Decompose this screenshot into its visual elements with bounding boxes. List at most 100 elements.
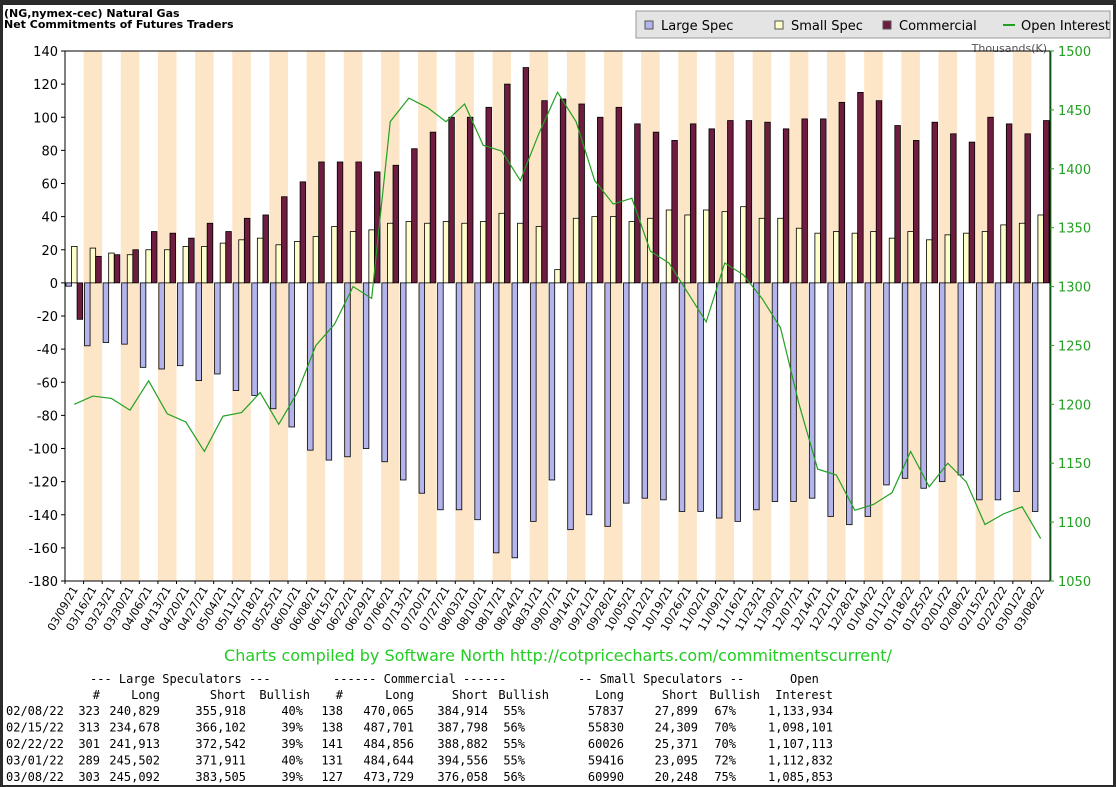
bar [920,282,927,489]
y-tick-label: 100 [33,111,58,126]
bar [318,161,325,284]
bar [182,246,189,284]
table-cell: 27,899 [655,704,698,718]
bar [65,282,72,287]
bar [530,282,537,522]
bar [987,116,994,284]
bar [256,237,264,284]
y-tick-label: -180 [28,575,58,590]
y2-tick-label: 1450 [1058,104,1091,119]
bar [838,101,846,284]
table-group: -- Small Speculators -- [578,672,744,686]
table-header: Long [595,688,624,702]
table-cell: 56% [503,721,525,735]
bar [95,255,102,284]
bar [597,116,604,284]
table-cell: 40% [281,754,303,768]
bar [84,282,91,347]
bar [623,282,630,504]
table-cell: 127 [321,770,343,784]
bar [1005,123,1013,284]
stripe [232,51,251,581]
table-cell: 55% [503,704,525,718]
bar [108,252,115,284]
bar [219,242,227,284]
y2-tick-label: 1250 [1058,339,1091,354]
table-cell: 323 [78,704,100,718]
bar [145,249,152,284]
table-cell: 02/15/22 [6,721,64,735]
table-header: Short [210,688,246,702]
bar [344,282,351,458]
table-header: Long [385,688,414,702]
table-cell: 388,882 [437,737,488,751]
y-tick-label: -160 [28,542,58,557]
table-cell: 131 [321,754,343,768]
table-header: Short [662,688,698,702]
bar [541,100,548,284]
bar [753,282,760,511]
bar [968,141,976,284]
bar [381,282,388,463]
bar [734,282,741,522]
bar [939,282,946,483]
table-cell: 03/01/22 [6,754,64,768]
bar [331,226,338,284]
table-cell: 1,112,832 [768,754,833,768]
table-cell: 1,107,113 [768,737,833,751]
bar [102,282,110,343]
bar [437,282,444,511]
bar [201,246,208,284]
chart-subtitle: Net Commitments of Futures Traders [4,18,234,31]
table-cell: 141 [321,737,343,751]
legend-swatch [644,20,654,30]
y-tick-label: 0 [50,277,58,292]
bar [870,231,877,284]
bar [585,282,593,516]
y2-tick-label: 1100 [1058,516,1091,531]
bar [801,118,808,284]
bar [411,148,418,284]
bar [243,217,251,284]
bar [429,131,437,284]
bar [684,214,691,284]
bar [894,125,901,284]
bar [833,231,840,284]
bar [169,232,176,284]
bar [740,206,747,284]
table-cell: 40% [281,704,303,718]
table-header: # [336,688,344,702]
table-cell: 39% [281,737,303,751]
bar [195,282,202,381]
bar [504,83,511,284]
table-cell: 72% [714,754,736,768]
table-cell: 24,309 [655,721,698,735]
table-cell: 487,701 [363,721,414,735]
bar [981,231,989,284]
bar [697,282,704,512]
bar [336,161,344,284]
bar [901,282,909,479]
table-cell: 138 [321,721,343,735]
legend-label: Open Interest [1021,19,1110,34]
table-cell: 245,502 [109,754,160,768]
bar [262,214,269,284]
y2-tick-label: 1050 [1058,575,1091,590]
bar [782,128,790,284]
y-tick-label: -80 [37,409,58,424]
bar [232,282,240,391]
bar [1000,224,1007,284]
bar [355,161,362,284]
bar [206,222,214,284]
bar [405,221,413,284]
y2-tick-label: 1350 [1058,222,1091,237]
table-cell: 39% [281,721,303,735]
bar [188,237,195,284]
bar [1031,282,1039,512]
bar [251,282,258,396]
bar [275,244,282,284]
bar [164,249,171,284]
table-header: Interest [775,688,833,702]
bar [455,282,463,511]
